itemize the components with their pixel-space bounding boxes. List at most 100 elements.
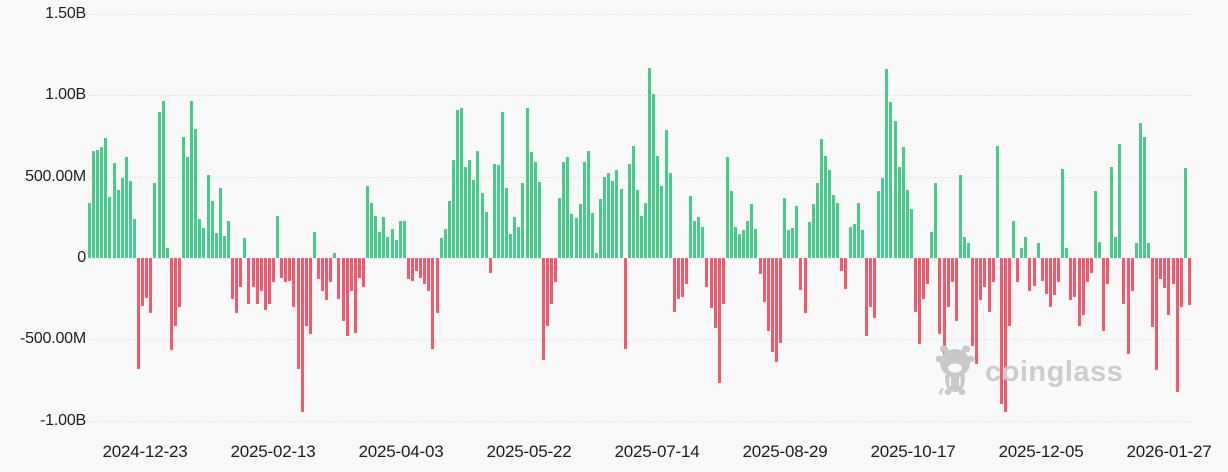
bar-negative[interactable] bbox=[774, 258, 778, 363]
bar-positive[interactable] bbox=[897, 166, 901, 258]
bar-negative[interactable] bbox=[799, 258, 803, 290]
bar-negative[interactable] bbox=[873, 258, 877, 319]
bar-positive[interactable] bbox=[582, 162, 586, 258]
bar-positive[interactable] bbox=[640, 215, 643, 258]
bar-negative[interactable] bbox=[975, 258, 979, 364]
bar-positive[interactable] bbox=[517, 227, 521, 258]
bar-negative[interactable] bbox=[770, 258, 774, 353]
bar-positive[interactable] bbox=[963, 236, 967, 258]
bar-positive[interactable] bbox=[161, 101, 165, 258]
bar-negative[interactable] bbox=[411, 258, 415, 281]
bar-positive[interactable] bbox=[394, 240, 398, 258]
bar-negative[interactable] bbox=[762, 258, 766, 302]
bar-positive[interactable] bbox=[398, 220, 402, 258]
bar-positive[interactable] bbox=[832, 194, 836, 258]
bar-positive[interactable] bbox=[1114, 236, 1118, 258]
bar-negative[interactable] bbox=[349, 258, 353, 291]
bar-negative[interactable] bbox=[177, 258, 181, 307]
bar-negative[interactable] bbox=[1130, 258, 1134, 291]
bar-positive[interactable] bbox=[480, 192, 484, 258]
bar-positive[interactable] bbox=[852, 223, 856, 258]
bar-positive[interactable] bbox=[218, 188, 222, 258]
bar-negative[interactable] bbox=[1159, 258, 1163, 280]
bar-negative[interactable] bbox=[141, 258, 145, 306]
bar-negative[interactable] bbox=[1040, 258, 1044, 281]
bar-positive[interactable] bbox=[725, 157, 729, 258]
bar-positive[interactable] bbox=[120, 178, 124, 258]
bar-positive[interactable] bbox=[877, 190, 881, 258]
bar-positive[interactable] bbox=[476, 150, 480, 258]
bar-positive[interactable] bbox=[1093, 191, 1097, 258]
bar-negative[interactable] bbox=[316, 258, 320, 280]
bar-positive[interactable] bbox=[533, 162, 537, 258]
bar-positive[interactable] bbox=[656, 155, 660, 258]
bar-positive[interactable] bbox=[697, 217, 701, 258]
bar-positive[interactable] bbox=[599, 199, 603, 258]
bar-negative[interactable] bbox=[1048, 258, 1052, 307]
bar-positive[interactable] bbox=[500, 111, 504, 258]
bar-negative[interactable] bbox=[840, 258, 844, 271]
bar-positive[interactable] bbox=[595, 253, 599, 258]
bar-positive[interactable] bbox=[1138, 123, 1142, 258]
bar-negative[interactable] bbox=[922, 258, 926, 299]
bar-negative[interactable] bbox=[361, 258, 365, 288]
bar-positive[interactable] bbox=[738, 233, 742, 258]
bar-negative[interactable] bbox=[1077, 258, 1081, 327]
bar-negative[interactable] bbox=[1122, 258, 1126, 304]
bar-positive[interactable] bbox=[635, 189, 639, 258]
bar-positive[interactable] bbox=[378, 231, 382, 258]
bar-negative[interactable] bbox=[149, 258, 153, 314]
bar-negative[interactable] bbox=[1171, 258, 1175, 285]
bar-negative[interactable] bbox=[1016, 258, 1020, 283]
bar-positive[interactable] bbox=[824, 155, 827, 258]
bar-positive[interactable] bbox=[1020, 248, 1024, 258]
bar-positive[interactable] bbox=[611, 180, 615, 258]
bar-positive[interactable] bbox=[96, 149, 100, 258]
bar-negative[interactable] bbox=[1003, 258, 1007, 413]
bar-negative[interactable] bbox=[950, 258, 954, 283]
bar-positive[interactable] bbox=[905, 189, 909, 258]
bar-negative[interactable] bbox=[541, 258, 545, 360]
bar-positive[interactable] bbox=[165, 248, 169, 258]
bar-negative[interactable] bbox=[987, 258, 991, 312]
bar-negative[interactable] bbox=[267, 258, 271, 304]
bar-negative[interactable] bbox=[1151, 258, 1155, 328]
bar-positive[interactable] bbox=[439, 238, 443, 258]
bar-negative[interactable] bbox=[1167, 258, 1171, 315]
bar-negative[interactable] bbox=[954, 258, 958, 322]
bar-negative[interactable] bbox=[971, 258, 975, 346]
bar-negative[interactable] bbox=[844, 258, 848, 289]
bar-negative[interactable] bbox=[488, 258, 492, 273]
bar-positive[interactable] bbox=[889, 101, 893, 258]
bar-positive[interactable] bbox=[443, 228, 447, 258]
bar-negative[interactable] bbox=[169, 258, 173, 350]
bar-positive[interactable] bbox=[1118, 144, 1122, 258]
bar-negative[interactable] bbox=[435, 258, 439, 314]
bar-negative[interactable] bbox=[284, 258, 288, 283]
bar-negative[interactable] bbox=[1057, 258, 1061, 283]
bar-negative[interactable] bbox=[545, 258, 549, 327]
bar-positive[interactable] bbox=[202, 227, 206, 258]
bar-positive[interactable] bbox=[128, 180, 132, 258]
bar-negative[interactable] bbox=[684, 258, 688, 285]
bar-positive[interactable] bbox=[807, 222, 811, 258]
bar-negative[interactable] bbox=[550, 258, 554, 305]
bar-positive[interactable] bbox=[791, 227, 795, 258]
bar-negative[interactable] bbox=[623, 258, 627, 350]
bar-positive[interactable] bbox=[1012, 220, 1016, 258]
bar-negative[interactable] bbox=[864, 258, 868, 337]
bar-negative[interactable] bbox=[357, 258, 361, 278]
bar-positive[interactable] bbox=[333, 253, 337, 258]
bar-negative[interactable] bbox=[1044, 258, 1048, 294]
bar-positive[interactable] bbox=[562, 162, 566, 258]
bar-positive[interactable] bbox=[509, 233, 513, 258]
bar-negative[interactable] bbox=[1102, 258, 1106, 332]
bar-positive[interactable] bbox=[496, 164, 500, 258]
bar-positive[interactable] bbox=[648, 67, 652, 258]
bar-negative[interactable] bbox=[918, 258, 922, 345]
bar-negative[interactable] bbox=[999, 258, 1003, 405]
bar-negative[interactable] bbox=[913, 258, 917, 312]
bar-negative[interactable] bbox=[272, 258, 275, 283]
bar-positive[interactable] bbox=[783, 197, 787, 258]
bar-negative[interactable] bbox=[721, 258, 725, 304]
